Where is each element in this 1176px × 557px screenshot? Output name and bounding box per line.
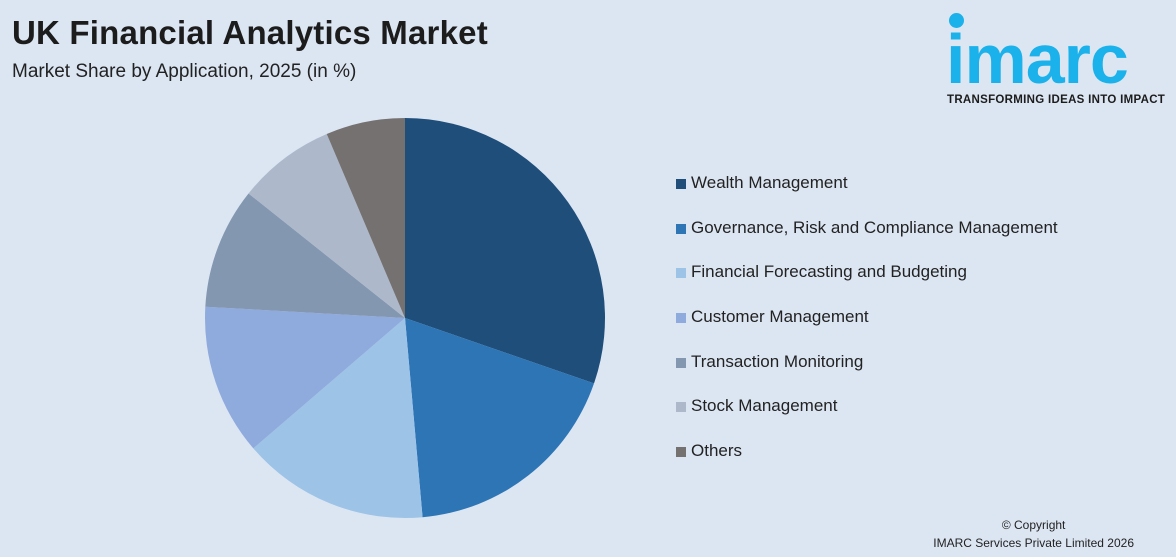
legend-item: Governance, Risk and Compliance Manageme… (676, 218, 1058, 263)
copyright-notice: © Copyright IMARC Services Private Limit… (933, 516, 1134, 552)
legend-swatch (676, 357, 686, 368)
legend-swatch (676, 402, 686, 413)
chart-title: UK Financial Analytics Market (12, 14, 488, 51)
legend-label: Others (691, 441, 743, 461)
legend-swatch (676, 179, 686, 189)
legend-label: Stock Management (691, 396, 838, 416)
legend-label: Financial Forecasting and Budgeting (691, 262, 967, 282)
legend-label: Customer Management (691, 307, 869, 327)
pie-slice-wealth-management (405, 118, 605, 384)
legend-item: Wealth Management (676, 173, 1058, 218)
legend-item: Customer Management (676, 307, 1058, 352)
legend-swatch (676, 223, 686, 234)
pie-slice-governance-risk-and-compliance-management (405, 318, 595, 518)
legend-item: Stock Management (676, 396, 1058, 441)
legend-label: Governance, Risk and Compliance Manageme… (691, 217, 1058, 237)
legend-item: Others (676, 441, 1058, 486)
logo-tagline: TRANSFORMING IDEAS INTO IMPACT (947, 94, 1166, 106)
copyright-line-2: IMARC Services Private Limited 2026 (933, 536, 1134, 550)
chart-legend: Wealth Management Governance, Risk and Co… (676, 173, 1058, 486)
pie-slice-stock-management (248, 133, 405, 318)
imarc-logo: imarc TRANSFORMING IDEAS INTO IMPACT (944, 10, 1172, 110)
logo-dot-icon (949, 13, 964, 28)
pie-slice-customer-management (205, 306, 405, 449)
chart-subtitle: Market Share by Application, 2025 (in %) (12, 61, 357, 82)
pie-slice-others (326, 118, 405, 318)
legend-swatch (676, 447, 686, 458)
legend-swatch (676, 268, 686, 279)
logo-wordmark: imarc (946, 20, 1129, 98)
legend-label: Transaction Monitoring (691, 351, 864, 371)
legend-label: Wealth Management (691, 173, 848, 192)
pie-slice-financial-forecasting-and-budgeting (253, 318, 423, 518)
legend-swatch (676, 313, 686, 324)
copyright-line-1: © Copyright (1001, 518, 1066, 532)
pie-chart (205, 118, 605, 518)
legend-item: Transaction Monitoring (676, 352, 1058, 397)
pie-slice-transaction-monitoring (205, 193, 405, 318)
legend-item: Financial Forecasting and Budgeting (676, 262, 1058, 307)
